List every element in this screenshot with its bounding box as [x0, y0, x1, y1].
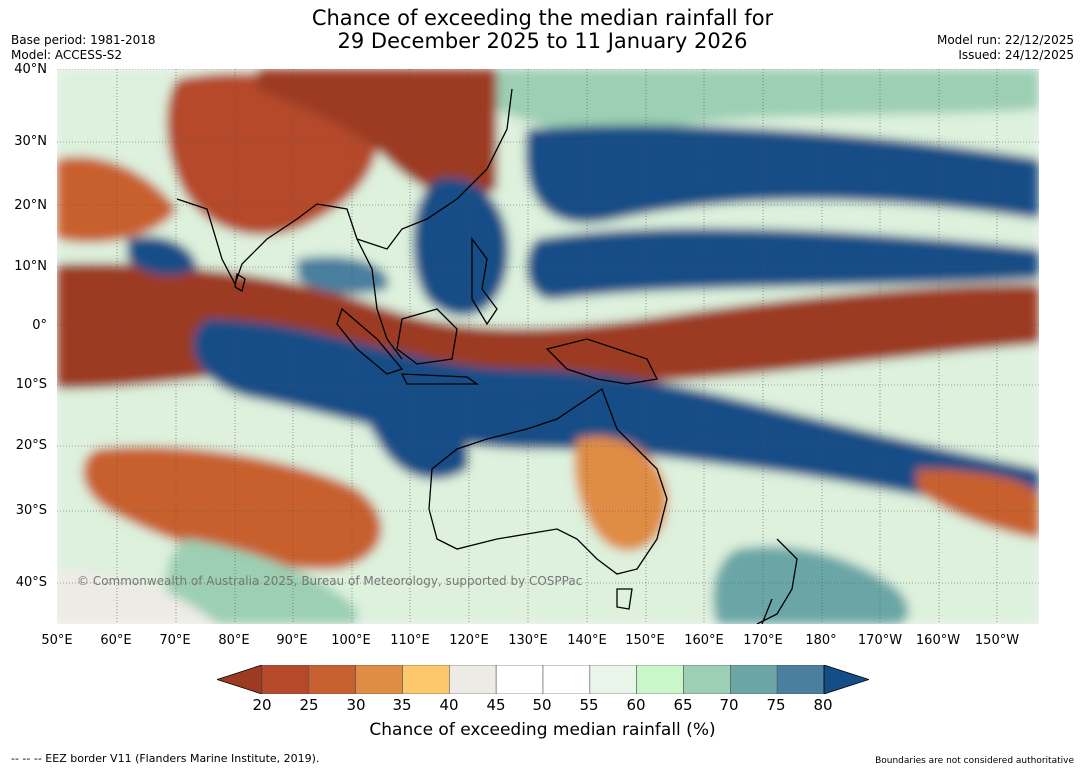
lat-label: 30°S — [15, 503, 47, 518]
issued-date: Issued: 24/12/2025 — [958, 48, 1074, 62]
lon-label: 80°E — [218, 633, 250, 648]
lon-label: 110°E — [390, 633, 430, 648]
lon-label: 60°E — [100, 633, 132, 648]
colorbar-extend-high — [823, 665, 869, 694]
lon-label: 70°E — [159, 633, 191, 648]
lon-label: 120°E — [449, 633, 489, 648]
graticule — [57, 69, 1039, 624]
lon-label: 170°E — [743, 633, 783, 648]
colorbar-tick: 75 — [766, 696, 786, 714]
lon-label: 160°E — [684, 633, 724, 648]
lon-label: 140°E — [567, 633, 607, 648]
colorbar-cell — [495, 665, 544, 694]
lat-label: 10°N — [14, 259, 47, 274]
lon-label: 160°W — [915, 633, 961, 648]
australia-coast — [428, 388, 668, 575]
map-canvas — [57, 69, 1039, 624]
eez-note: -- -- -- EEZ border V11 (Flanders Marine… — [11, 752, 320, 765]
colorbar-tick: 25 — [299, 696, 319, 714]
base-period: Base period: 1981-2018 — [11, 33, 156, 47]
colorbar-tick: 30 — [346, 696, 366, 714]
colorbar-tick: 70 — [719, 696, 739, 714]
colorbar-tick: 35 — [392, 696, 412, 714]
sri-lanka-coast — [234, 272, 246, 292]
lon-label: 100°E — [331, 633, 371, 648]
rainfall-map: © Commonwealth of Australia 2025, Bureau… — [57, 69, 1039, 624]
lat-label: 10°S — [15, 377, 47, 392]
map-title-line1: Chance of exceeding the median rainfall … — [311, 6, 774, 30]
new-zealand-coast — [756, 538, 798, 624]
colorbar-cell — [542, 665, 591, 694]
lon-label: 90°E — [276, 633, 308, 648]
borneo-coast — [396, 308, 458, 365]
probability-field — [57, 69, 1039, 624]
colorbar-extend-low — [217, 665, 263, 694]
se-asia-coast — [316, 88, 513, 360]
map-title-line2: 29 December 2025 to 11 January 2026 — [337, 29, 748, 53]
colorbar-tick: 40 — [439, 696, 459, 714]
colorbar-cell — [449, 665, 497, 694]
lat-label: 0° — [32, 318, 47, 333]
colorbar-cell — [355, 665, 403, 694]
lat-label: 20°S — [15, 438, 47, 453]
lat-label: 20°N — [14, 198, 47, 213]
colorbar — [217, 665, 869, 694]
new-guinea-coast — [545, 338, 658, 385]
lon-label: 150°E — [625, 633, 665, 648]
java-coast — [400, 373, 480, 385]
coastlines — [176, 88, 798, 624]
colorbar-cell — [636, 665, 684, 694]
model-run: Model run: 22/12/2025 — [936, 33, 1074, 47]
colorbar-tick: 50 — [532, 696, 552, 714]
lon-label: 180° — [805, 633, 837, 648]
lat-label: 40°N — [14, 62, 47, 77]
colorbar-cell — [730, 665, 778, 694]
lat-label: 40°S — [15, 575, 47, 590]
lon-label: 150°W — [974, 633, 1020, 648]
philippines-coast — [471, 237, 498, 326]
colorbar-title: Chance of exceeding median rainfall (%) — [369, 720, 716, 740]
colorbar-cell — [683, 665, 731, 694]
colorbar-tick: 55 — [579, 696, 599, 714]
model-name: Model: ACCESS-S2 — [11, 48, 123, 62]
colorbar-tick: 80 — [813, 696, 833, 714]
colorbar-cell — [308, 665, 356, 694]
lon-label: 50°E — [41, 633, 73, 648]
india-coast — [176, 198, 318, 286]
colorbar-cell — [402, 665, 450, 694]
tasmania-coast — [616, 588, 633, 610]
colorbar-tick: 60 — [626, 696, 646, 714]
copyright-credit: © Commonwealth of Australia 2025, Bureau… — [77, 574, 583, 588]
lon-label: 170°W — [857, 633, 903, 648]
colorbar-cell — [261, 665, 310, 694]
colorbar-cell — [776, 665, 825, 694]
colorbar-tick: 45 — [486, 696, 506, 714]
colorbar-tick: 20 — [252, 696, 272, 714]
colorbar-tick: 65 — [673, 696, 693, 714]
sumatra-coast — [336, 307, 404, 375]
lat-label: 30°N — [14, 134, 47, 149]
boundaries-note: Boundaries are not considered authoritat… — [875, 756, 1074, 766]
colorbar-cell — [589, 665, 637, 694]
lon-label: 130°E — [508, 633, 548, 648]
meta-right: Model run: 22/12/2025 Issued: 24/12/2025 — [937, 33, 1074, 63]
meta-left: Base period: 1981-2018 Model: ACCESS-S2 — [11, 33, 156, 63]
colorbar-cells — [217, 665, 869, 694]
